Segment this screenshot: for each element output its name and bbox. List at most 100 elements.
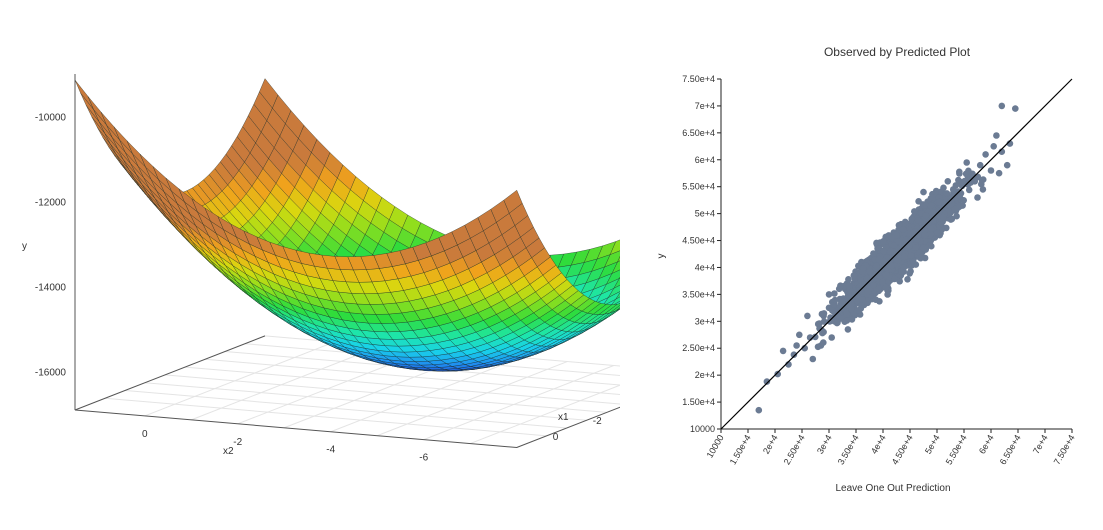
scatter-point [820, 310, 828, 317]
scatter-point [912, 244, 919, 251]
surface-plot[interactable]: -10000-12000-14000-16000 0-2-4-60-2-4-6 … [0, 0, 708, 525]
scatter-point [990, 143, 997, 150]
surface-axis-labels: 0-2-4-60-2-4-6 [142, 385, 682, 464]
scatter-point [907, 268, 914, 275]
floor-gridline [124, 390, 567, 429]
x1-tick-label: -2 [593, 416, 602, 427]
floor-gridline [184, 366, 627, 406]
y-tick-label: -16000 [35, 368, 67, 379]
x2-tick-label: -4 [326, 445, 335, 456]
scatter-point [982, 151, 989, 158]
scatter-point [944, 178, 952, 185]
scatter-point [831, 296, 839, 304]
scatter-point [820, 339, 827, 346]
scatter-point [819, 329, 826, 337]
floor-border [74, 335, 707, 449]
scatter-point [960, 197, 967, 204]
scatter-point [882, 283, 890, 291]
scatter-point [880, 257, 888, 265]
scatter-point [974, 194, 981, 201]
scatter-point [901, 253, 908, 261]
scatter-point [870, 250, 877, 257]
floor-gridline [470, 369, 661, 445]
y-tick-label: -10000 [35, 113, 67, 124]
y-tick-label: 2.50e+4 [682, 343, 715, 353]
scatter-point [951, 205, 959, 213]
floor-gridline [164, 374, 607, 413]
scatter-point [864, 287, 872, 295]
scatter-point [866, 268, 874, 275]
scatter-point [845, 276, 852, 283]
y-tick-label: 3e+4 [695, 316, 715, 326]
x-tick-label: 2e+4 [761, 433, 780, 456]
floor-gridline [144, 341, 335, 417]
scatter-point [921, 231, 929, 239]
scatter-point [843, 310, 851, 318]
surface-patch [74, 79, 94, 110]
y-tick-label: 3.50e+4 [682, 289, 715, 299]
y-tick-label: 5e+4 [695, 209, 715, 219]
surface-x1-axis-title: x1 [558, 412, 569, 423]
floor-gridline [330, 357, 521, 433]
floor-gridline [144, 382, 587, 421]
scatter-point [859, 296, 866, 303]
scatter-point [1003, 161, 1011, 169]
x-tick-label: 4e+4 [869, 433, 888, 456]
scatter-point [950, 189, 957, 197]
scatter-point [890, 242, 898, 249]
floor-gridline [377, 361, 568, 437]
surface-plot-panel[interactable]: -10000-12000-14000-16000 0-2-4-60-2-4-6 … [0, 0, 708, 525]
scatter-point [998, 102, 1006, 110]
scatter-point [908, 215, 915, 223]
scatter-point [872, 296, 880, 304]
x-tick-label: 2.50e+4 [782, 433, 807, 466]
floor-gridline [191, 345, 382, 421]
scatter-point [930, 217, 937, 225]
scatter-point [859, 265, 867, 272]
scatter-point [879, 278, 886, 286]
scatter-point [837, 282, 844, 290]
observed-by-predicted-plot[interactable]: Observed by Predicted Plot y Leave One O… [620, 0, 1103, 525]
x2-tick-label: 0 [142, 429, 148, 440]
scatter-point [927, 202, 935, 209]
y-tick-label: 10000 [690, 424, 715, 434]
scatter-point [987, 167, 995, 174]
scatter-point [936, 198, 943, 206]
reference-line [720, 78, 1073, 430]
y-tick-label: -12000 [35, 198, 67, 209]
scatter-point [978, 180, 985, 188]
scatter-point [934, 229, 941, 237]
scatter-point [779, 347, 787, 355]
scatter-plot-panel[interactable]: Observed by Predicted Plot y Leave One O… [620, 0, 1103, 525]
surface-x2-axis-title: x2 [223, 446, 234, 457]
floor-gridline [516, 372, 707, 448]
x-tick-label: 5e+4 [923, 433, 942, 456]
scatter-point [956, 168, 963, 176]
x-tick-label: 6e+4 [977, 433, 996, 456]
scatter-point [875, 285, 882, 293]
scatter-point [979, 186, 987, 193]
y-tick-label: 6e+4 [695, 155, 715, 165]
x-tick-label: 10000 [705, 433, 726, 460]
y-tick-label: 7e+4 [695, 101, 715, 111]
scatter-point [1012, 105, 1019, 112]
scatter-point [855, 307, 862, 314]
scatter-point [965, 186, 973, 194]
floor-gridline [104, 397, 547, 437]
scatter-point [886, 248, 894, 255]
scatter-point [976, 161, 984, 169]
scatter-point [850, 272, 858, 279]
surface-mesh [74, 78, 708, 372]
surface-y-axis-title: y [22, 241, 27, 252]
scatter-point [953, 212, 960, 220]
scatter-point [880, 248, 887, 255]
scatter-point [839, 299, 846, 307]
scatter-point [825, 291, 833, 298]
scatter-point [790, 351, 798, 359]
y-tick-label: 7.50e+4 [682, 74, 715, 84]
scatter-point [914, 217, 922, 224]
scatter-point [809, 355, 817, 363]
y-tick-label: 6.50e+4 [682, 128, 715, 138]
scatter-point [907, 252, 915, 259]
scatter-point [921, 237, 929, 245]
